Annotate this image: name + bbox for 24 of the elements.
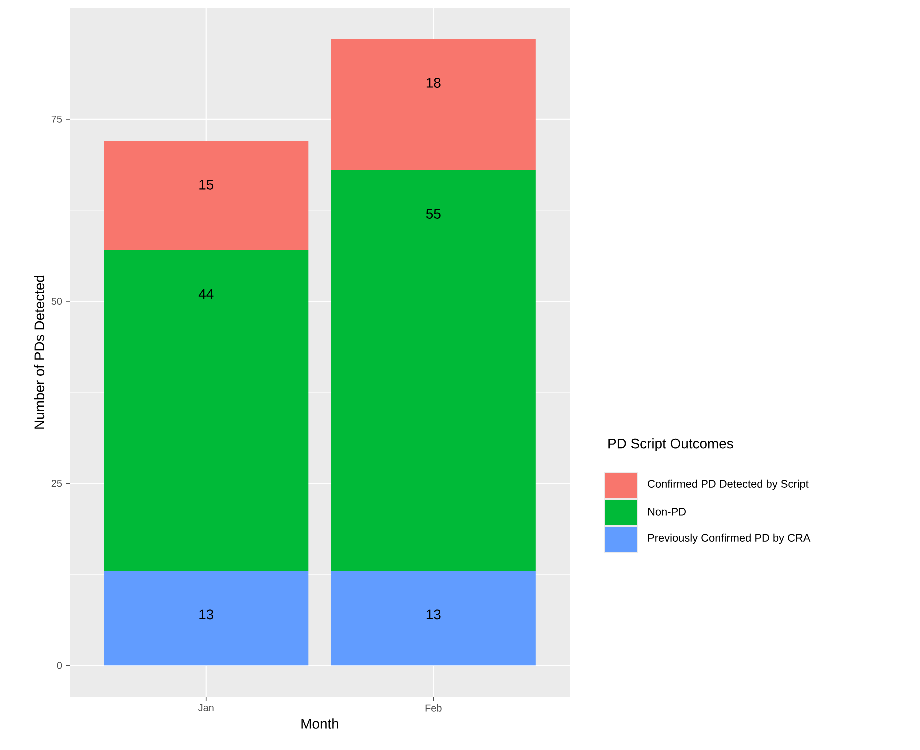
legend-title: PD Script Outcomes	[608, 438, 734, 452]
bar	[104, 250, 309, 571]
bar	[331, 170, 536, 571]
y-tick-label: 50	[52, 298, 62, 306]
data-label: 18	[426, 78, 441, 88]
y-tick-label: 25	[52, 480, 62, 488]
bar	[331, 39, 536, 170]
x-tick-label: Jan	[198, 704, 214, 712]
data-label: 55	[426, 209, 441, 219]
data-label: 15	[200, 180, 214, 190]
bar	[331, 570, 536, 666]
legend-label: Confirmed PD Detected by Script	[648, 480, 809, 490]
data-label: 13	[200, 610, 214, 620]
bar	[104, 570, 309, 666]
bar	[104, 141, 309, 251]
legend-label: Non-PD	[648, 508, 686, 516]
data-label: 44	[198, 289, 214, 300]
x-tick-label: Feb	[426, 704, 442, 712]
x-axis-title: Month	[302, 718, 338, 729]
data-label: 13	[426, 610, 441, 620]
y-tick-label: 75	[52, 116, 62, 123]
y-axis-title: Number of PDs Detected	[34, 276, 45, 429]
legend-label: Previously Confirmed PD by CRA	[648, 534, 811, 544]
y-tick-label: 0	[57, 662, 62, 670]
